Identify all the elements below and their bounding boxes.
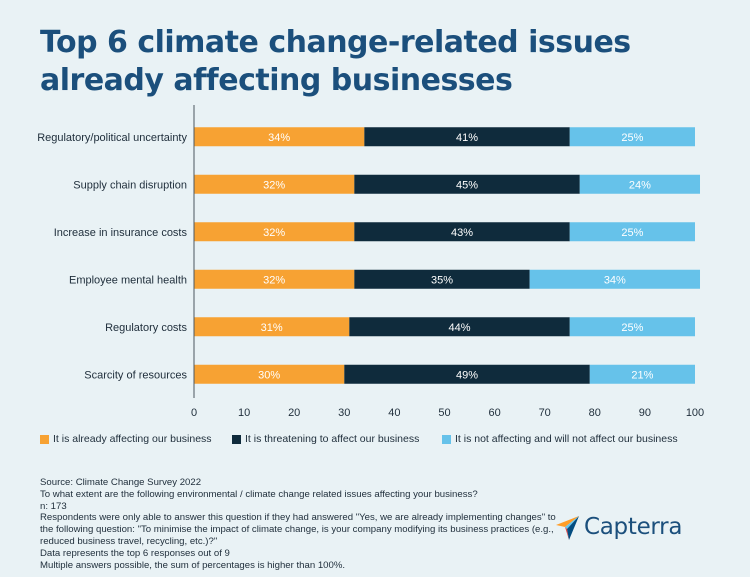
brand-name: Capterra	[584, 514, 683, 540]
data-label: 41%	[456, 132, 478, 144]
bar-segment-not-affecting	[569, 317, 695, 337]
bar-segment-not-affecting	[579, 174, 701, 194]
footnote-top-responses: Data represents the top 6 responses out …	[40, 547, 230, 559]
bar-segment-threatening	[364, 127, 570, 147]
bar-segment-affecting	[194, 317, 350, 337]
x-tick-label: 70	[539, 407, 551, 419]
category-label: Scarcity of resources	[84, 369, 187, 381]
legend: It is already affecting our business It …	[40, 433, 730, 449]
bar-segment-threatening	[344, 364, 590, 384]
bar-segment-not-affecting	[589, 364, 695, 384]
footnotes: Source: Climate Change Survey 2022 To wh…	[40, 477, 560, 571]
footnote-question: To what extent are the following environ…	[40, 488, 478, 500]
x-tick-label: 80	[589, 407, 601, 419]
data-label: 32%	[263, 179, 285, 191]
bar-segment-affecting	[194, 127, 365, 147]
data-label: 43%	[451, 227, 473, 239]
bar-segment-threatening	[354, 269, 530, 289]
data-label: 25%	[621, 132, 643, 144]
data-label: 25%	[621, 227, 643, 239]
footnote-filter: Respondents were only able to answer thi…	[40, 512, 556, 547]
category-label: Regulatory/political uncertainty	[37, 132, 187, 144]
data-label: 24%	[629, 179, 651, 191]
category-label: Regulatory costs	[105, 322, 187, 334]
title-line-2: already affecting businesses	[40, 63, 513, 98]
legend-item-threatening: It is threatening to affect our business	[232, 433, 419, 445]
data-label: 44%	[449, 322, 471, 334]
x-tick-label: 0	[191, 407, 197, 419]
data-label: 35%	[431, 274, 453, 286]
x-tick-label: 10	[238, 407, 250, 419]
data-label: 31%	[261, 322, 283, 334]
data-label: 32%	[263, 274, 285, 286]
stacked-bar-chart: Regulatory/political uncertainty 34% 41% 25…	[37, 105, 704, 419]
bar-segment-threatening	[354, 222, 570, 242]
x-tick-label: 20	[288, 407, 300, 419]
bar-segment-affecting	[194, 222, 355, 242]
x-tick-label: 50	[438, 407, 450, 419]
data-label: 34%	[604, 274, 626, 286]
bar-segment-threatening	[354, 174, 580, 194]
bar-segment-not-affecting	[569, 222, 695, 242]
legend-label-threatening: It is threatening to affect our business	[245, 433, 420, 445]
bar-segment-threatening	[349, 317, 570, 337]
legend-swatch-affecting	[40, 434, 49, 444]
x-tick-label: 100	[686, 407, 704, 419]
bar-segment-affecting	[194, 269, 355, 289]
data-label: 30%	[258, 369, 280, 381]
capterra-logo: Capterra	[556, 512, 682, 542]
footnote-source: Source: Climate Change Survey 2022	[40, 477, 202, 488]
capterra-arrow-icon	[556, 516, 579, 540]
data-label: 21%	[631, 369, 653, 381]
category-label: Employee mental health	[69, 274, 187, 286]
data-label: 45%	[456, 179, 478, 191]
title-line-1: Top 6 climate change-related issues	[40, 25, 631, 60]
data-label: 49%	[456, 369, 478, 381]
legend-item-affecting: It is already affecting our business	[40, 433, 212, 445]
chart-title: Top 6 climate change-related issues alre…	[40, 24, 720, 100]
x-tick-label: 30	[338, 407, 350, 419]
legend-label-not-affecting: It is not affecting and will not affect …	[455, 433, 678, 445]
x-tick-label: 90	[639, 407, 651, 419]
legend-swatch-not-affecting	[442, 434, 451, 444]
footnote-sample-size: n: 173	[40, 500, 67, 512]
data-label: 32%	[263, 227, 285, 239]
x-tick-label: 60	[488, 407, 500, 419]
bar-segment-affecting	[194, 364, 345, 384]
bar-segment-not-affecting	[569, 127, 695, 147]
data-label: 34%	[268, 132, 290, 144]
legend-swatch-threatening	[232, 434, 241, 444]
category-label: Increase in insurance costs	[54, 227, 188, 239]
category-label: Supply chain disruption	[73, 179, 187, 191]
x-tick-label: 40	[388, 407, 400, 419]
data-label: 25%	[621, 322, 643, 334]
bar-segment-affecting	[194, 174, 355, 194]
bar-segment-not-affecting	[529, 269, 701, 289]
legend-item-not-affecting: It is not affecting and will not affect …	[442, 433, 678, 445]
legend-label-affecting: It is already affecting our business	[53, 433, 212, 445]
footnote-multiple-answers: Multiple answers possible, the sum of pe…	[40, 559, 346, 571]
